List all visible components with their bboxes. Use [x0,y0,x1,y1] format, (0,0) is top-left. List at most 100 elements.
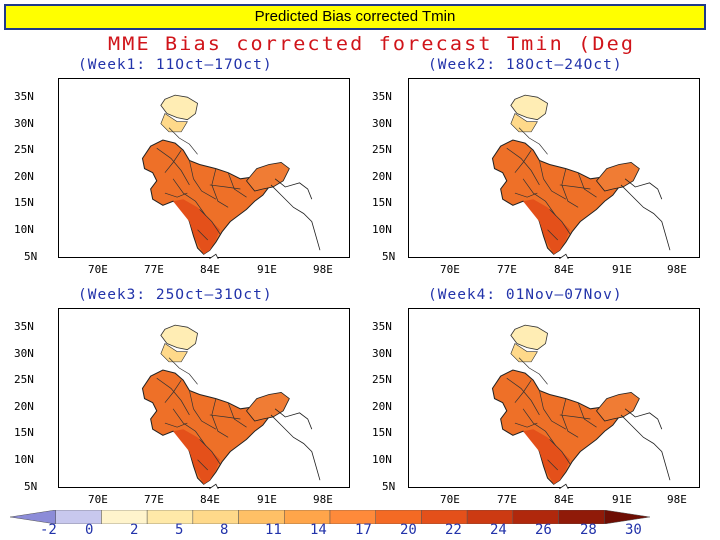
north-region [160,324,199,351]
panel-title-week1: (Week1: 11Oct—17Oct) [78,57,273,73]
lon-label: 91E [612,263,632,276]
lat-label: 15N [372,426,392,439]
state-border [197,229,209,241]
lat-label: 30N [14,347,34,360]
state-border [227,172,247,198]
state-border [164,422,188,428]
lon-label: 70E [88,263,108,276]
sri-lanka [209,483,219,489]
colorbar-swatch [55,510,102,524]
kashmir-region [160,343,188,363]
state-border [164,150,182,173]
lat-label: 20N [14,170,34,183]
lat-label: 5N [24,480,38,493]
lon-label: 77E [497,493,517,506]
lon-label: 98E [667,493,687,506]
south-region [523,199,570,255]
lat-label: 10N [372,453,392,466]
lat-label: 5N [382,480,396,493]
lat-label: 5N [382,250,396,263]
colorbar-tick-label: 0 [85,522,94,538]
state-border [547,459,559,471]
lat-label: 20N [372,170,392,183]
state-border [549,439,571,465]
india-landmass [491,369,620,485]
lon-label: 70E [88,493,108,506]
coastline [620,178,671,251]
map-panel-week1 [58,78,350,259]
lat-label: 25N [14,373,34,386]
south-region [173,429,220,485]
state-border [577,402,597,428]
state-border [549,209,571,235]
colorbar-swatch [146,510,194,524]
state-border [164,192,188,198]
state-border [199,439,221,465]
lon-label: 77E [497,263,517,276]
lat-label: 30N [372,117,392,130]
state-border [209,184,241,190]
lat-label: 10N [372,223,392,236]
india-landmass [141,139,270,255]
lon-label: 84E [200,263,220,276]
state-border [539,160,567,200]
state-border [209,414,241,420]
lat-label: 35N [372,320,392,333]
kashmir-region [160,113,188,133]
state-border [518,127,548,155]
state-border [197,459,209,471]
north-region [160,94,199,121]
northeast-region [245,392,290,422]
state-border [227,402,247,428]
state-border [506,377,540,416]
india-landmass [491,139,620,255]
lon-label: 84E [554,263,574,276]
state-border [211,398,229,438]
state-border [539,390,567,430]
state-border [522,178,557,216]
state-border [164,380,182,403]
lon-label: 91E [612,493,632,506]
colorbar-tick-label: 5 [175,522,184,538]
north-region [510,94,549,121]
state-border [156,147,190,186]
colorbar-tick-label: 20 [400,522,417,538]
colorbar-tick-label: 24 [490,522,507,538]
colorbar-tick-label: 22 [445,522,462,538]
lat-label: 10N [14,453,34,466]
lon-label: 98E [667,263,687,276]
lon-label: 91E [257,263,277,276]
colorbar-tick-label: 26 [535,522,552,538]
coastline [270,178,321,251]
lat-label: 15N [372,196,392,209]
colorbar-swatch [604,510,651,524]
lat-label: 20N [14,400,34,413]
state-border [561,168,579,208]
state-border [522,408,557,446]
state-border [577,172,597,198]
lat-label: 30N [14,117,34,130]
north-region [510,324,549,351]
lat-label: 25N [14,143,34,156]
state-border [514,422,538,428]
sri-lanka [559,483,569,489]
lat-label: 25N [372,373,392,386]
state-border [199,209,221,235]
south-region [523,429,570,485]
map-panel-week4 [408,308,700,489]
lat-label: 10N [14,223,34,236]
colorbar-tick-label: 8 [220,522,229,538]
state-border [172,178,207,216]
kashmir-region [510,113,538,133]
lat-label: 30N [372,347,392,360]
colorbar-tick-label: -2 [40,522,57,538]
state-border [514,150,532,173]
lat-label: 20N [372,400,392,413]
state-border [172,408,207,446]
figure-title: MME Bias corrected forecast Tmin (Deg [108,33,636,55]
state-border [506,147,540,186]
state-border [559,184,591,190]
panel-title-week4: (Week4: 01Nov—07Nov) [428,287,623,303]
lat-label: 15N [14,196,34,209]
lat-label: 15N [14,426,34,439]
